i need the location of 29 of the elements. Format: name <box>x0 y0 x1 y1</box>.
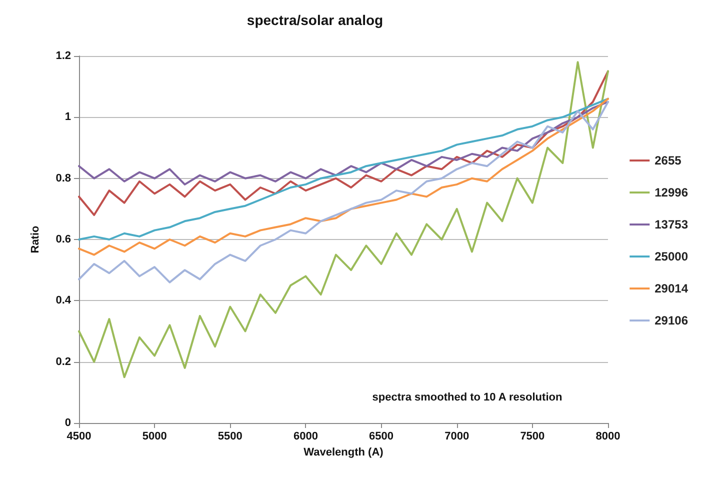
legend-label: 29106 <box>654 314 688 328</box>
y-tick-label: 1.2 <box>56 50 71 62</box>
x-tick-label: 5000 <box>142 430 167 442</box>
x-tick-label: 7500 <box>520 430 545 442</box>
legend-label: 29014 <box>654 282 688 296</box>
chart-title: spectra/solar analog <box>246 12 384 28</box>
y-tick-label: 1 <box>64 111 71 124</box>
y-tick-label: 0.4 <box>56 294 72 307</box>
line-series <box>78 100 609 186</box>
line-series <box>78 100 609 284</box>
x-tick-label: 4500 <box>66 430 92 442</box>
y-tick-label: 0.2 <box>56 356 71 368</box>
x-tick-label: 8000 <box>596 430 620 442</box>
legend-label: 25000 <box>654 250 688 264</box>
legend-label: 13753 <box>654 218 688 232</box>
legend-label: 2655 <box>654 154 682 168</box>
y-tick-label: 0 <box>64 417 71 429</box>
annotation: spectra smoothed to 10 A resolution <box>372 392 562 404</box>
x-tick-label: 7000 <box>444 430 470 442</box>
line-series <box>78 61 609 378</box>
line-series <box>78 70 609 216</box>
x-tick-label: 6500 <box>369 430 394 442</box>
x-tick-label: 5500 <box>218 430 242 442</box>
legend-label: 12996 <box>654 186 688 200</box>
y-tick-label: 0.6 <box>56 234 71 246</box>
x-axis-title: Wavelength (A) <box>304 446 384 458</box>
y-axis-title: Ratio <box>30 225 42 254</box>
y-tick-label: 0.8 <box>56 172 71 184</box>
x-tick-label: 6000 <box>293 430 318 442</box>
